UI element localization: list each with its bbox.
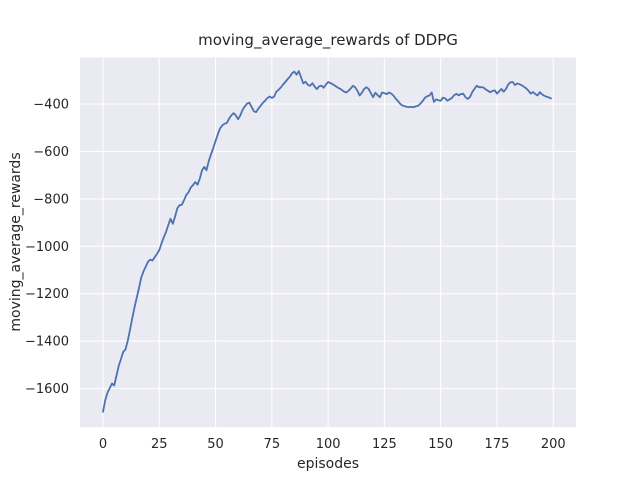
- x-tick-label: 200: [541, 437, 566, 452]
- y-tick-label: −1000: [25, 240, 69, 255]
- x-axis-label: episodes: [296, 456, 360, 472]
- x-tick-label: 100: [316, 437, 341, 452]
- y-tick-label: −1600: [25, 382, 69, 397]
- x-tick-label: 175: [485, 437, 510, 452]
- reward-line: [102, 70, 552, 413]
- y-tick-label: −400: [33, 98, 69, 113]
- x-tick-label: 25: [151, 437, 168, 452]
- x-tick-label: 50: [207, 437, 224, 452]
- y-tick-label: −800: [33, 192, 69, 207]
- x-tick-label: 0: [99, 437, 107, 452]
- x-tick-label: 75: [264, 437, 281, 452]
- x-tick-label: 125: [372, 437, 397, 452]
- x-tick-label: 150: [428, 437, 453, 452]
- y-tick-label: −1400: [25, 335, 69, 350]
- y-tick-label: −1200: [25, 287, 69, 302]
- chart-title: moving_average_rewards of DDPG: [198, 31, 458, 49]
- y-tick-label: −600: [33, 145, 69, 160]
